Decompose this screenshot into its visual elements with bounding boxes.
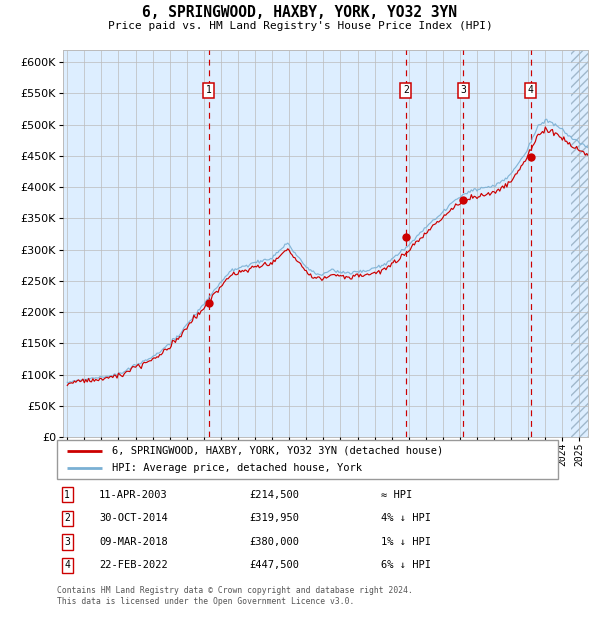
Text: £447,500: £447,500 bbox=[249, 560, 299, 570]
Text: 3: 3 bbox=[64, 537, 70, 547]
Text: £380,000: £380,000 bbox=[249, 537, 299, 547]
Text: Price paid vs. HM Land Registry's House Price Index (HPI): Price paid vs. HM Land Registry's House … bbox=[107, 21, 493, 31]
Text: 4: 4 bbox=[527, 85, 533, 95]
Text: £214,500: £214,500 bbox=[249, 490, 299, 500]
Text: HPI: Average price, detached house, York: HPI: Average price, detached house, York bbox=[112, 463, 362, 473]
Text: 4% ↓ HPI: 4% ↓ HPI bbox=[381, 513, 431, 523]
Text: This data is licensed under the Open Government Licence v3.0.: This data is licensed under the Open Gov… bbox=[57, 597, 355, 606]
Text: 2: 2 bbox=[64, 513, 70, 523]
Text: Contains HM Land Registry data © Crown copyright and database right 2024.: Contains HM Land Registry data © Crown c… bbox=[57, 586, 413, 595]
Text: ≈ HPI: ≈ HPI bbox=[381, 490, 412, 500]
Text: 6% ↓ HPI: 6% ↓ HPI bbox=[381, 560, 431, 570]
Text: 1% ↓ HPI: 1% ↓ HPI bbox=[381, 537, 431, 547]
Text: 1: 1 bbox=[64, 490, 70, 500]
FancyBboxPatch shape bbox=[57, 440, 558, 479]
Text: 30-OCT-2014: 30-OCT-2014 bbox=[99, 513, 168, 523]
Text: 2: 2 bbox=[403, 85, 409, 95]
Text: 4: 4 bbox=[64, 560, 70, 570]
Text: 22-FEB-2022: 22-FEB-2022 bbox=[99, 560, 168, 570]
Bar bbox=[571, 50, 588, 437]
Text: 6, SPRINGWOOD, HAXBY, YORK, YO32 3YN: 6, SPRINGWOOD, HAXBY, YORK, YO32 3YN bbox=[143, 5, 458, 20]
Text: 3: 3 bbox=[460, 85, 466, 95]
Text: 09-MAR-2018: 09-MAR-2018 bbox=[99, 537, 168, 547]
Text: £319,950: £319,950 bbox=[249, 513, 299, 523]
Text: 11-APR-2003: 11-APR-2003 bbox=[99, 490, 168, 500]
Text: 6, SPRINGWOOD, HAXBY, YORK, YO32 3YN (detached house): 6, SPRINGWOOD, HAXBY, YORK, YO32 3YN (de… bbox=[112, 446, 443, 456]
Text: 1: 1 bbox=[206, 85, 212, 95]
